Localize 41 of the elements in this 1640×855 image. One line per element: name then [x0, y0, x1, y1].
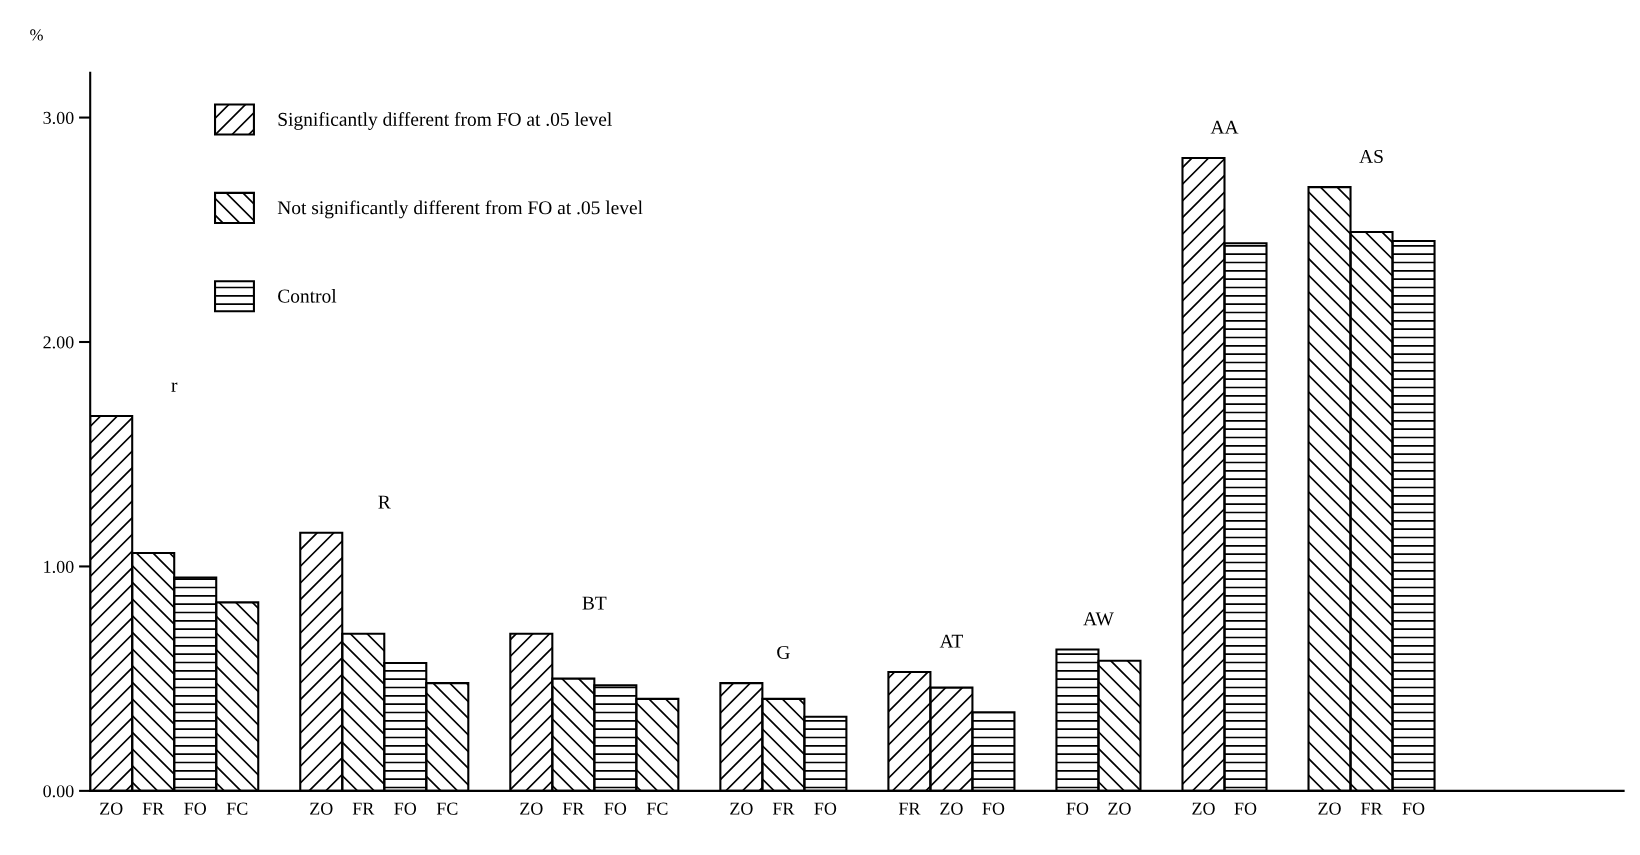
- x-tick-label: ZO: [730, 802, 753, 815]
- x-tick-label: ZO: [1108, 802, 1131, 815]
- x-tick-label: FO: [982, 802, 1005, 815]
- x-tick-label: FC: [226, 802, 248, 815]
- x-tick-label: FO: [394, 802, 417, 815]
- x-tick-label: FR: [898, 802, 921, 815]
- y-tick-label: 0.00: [43, 785, 74, 798]
- annotation: G: [777, 645, 790, 659]
- legend-label: Control: [278, 288, 337, 303]
- x-tick-label: FO: [814, 802, 837, 815]
- legend-label: Significantly different from FO at .05 level: [278, 112, 612, 130]
- y-tick-label: 2.00: [43, 336, 74, 349]
- x-tick-label: FO: [1066, 802, 1089, 815]
- x-tick-label: FR: [142, 802, 165, 815]
- x-tick-label: FO: [1402, 802, 1425, 815]
- x-tick-label: FC: [436, 802, 458, 815]
- x-tick-label: FC: [646, 802, 668, 815]
- x-tick-label: FO: [184, 802, 207, 815]
- annotation: AW: [1083, 612, 1114, 626]
- x-tick-label: FR: [352, 802, 375, 815]
- x-tick-label: ZO: [310, 802, 333, 815]
- x-tick-label: ZO: [100, 802, 123, 815]
- x-tick-label: FO: [604, 802, 627, 815]
- x-tick-label: FR: [772, 802, 795, 815]
- y-tick-label: 3.00: [43, 111, 74, 125]
- x-tick-label: ZO: [520, 802, 543, 815]
- annotation: r: [171, 382, 178, 392]
- x-tick-label: FO: [1234, 802, 1257, 815]
- x-tick-label: FR: [1361, 802, 1383, 815]
- annotation: AA: [1210, 120, 1239, 134]
- annotation: AT: [939, 634, 963, 648]
- y-tick-label: 1.00: [44, 560, 74, 573]
- x-tick-label: ZO: [940, 802, 963, 815]
- x-tick-label: FR: [562, 802, 585, 815]
- x-tick-label: ZO: [1318, 802, 1341, 815]
- annotation: R: [378, 495, 391, 509]
- y-axis-title: %: [30, 29, 43, 41]
- x-tick-label: ZO: [1192, 802, 1215, 815]
- annotation: BT: [582, 596, 607, 610]
- legend-label: Not significantly different from FO at .05 level: [277, 200, 643, 219]
- annotation: AS: [1359, 149, 1383, 163]
